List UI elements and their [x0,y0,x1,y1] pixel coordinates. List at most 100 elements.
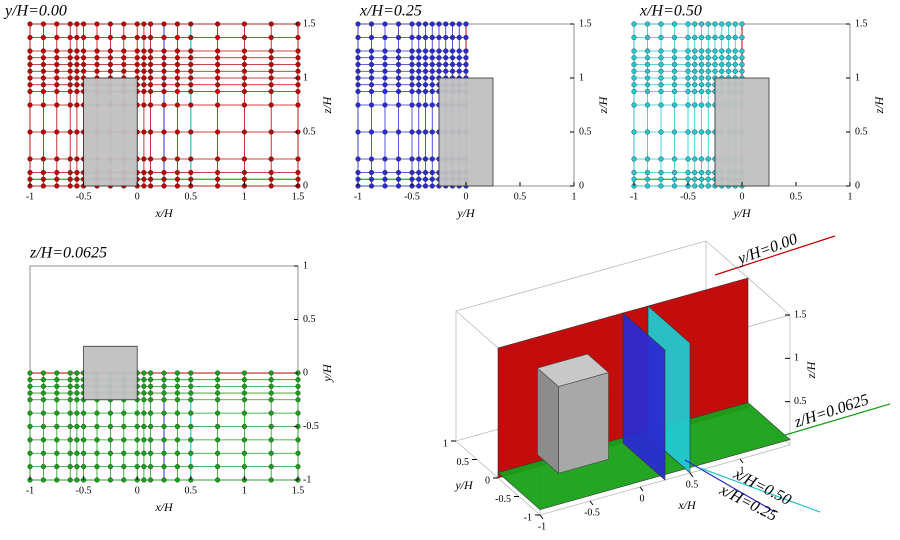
y-tick-label: -1 [303,474,311,485]
measurement-point [215,61,221,68]
measurement-point [67,370,73,376]
measurement-point [739,68,745,74]
measurement-point [416,21,422,27]
measurement-point [27,464,33,470]
measurement-point [141,450,147,456]
measurement-point [692,68,698,74]
measurement-point [658,82,664,88]
measurement-point [107,68,114,74]
measurement-point [449,48,456,54]
obstacle-block [438,77,494,187]
measurement-point [685,129,691,135]
measurement-point [94,410,100,416]
measurement-point [416,75,422,81]
measurement-point [644,156,651,162]
measurement-point [644,75,651,81]
measurement-point [705,21,711,27]
x-tick-label: 1 [740,465,745,476]
measurement-point [241,34,248,41]
x-tick-label: 0.5 [686,479,699,490]
measurement-point [161,21,167,27]
measurement-point [705,34,711,41]
x-tick [639,486,644,492]
measurement-point [67,450,73,456]
measurement-point [712,48,718,54]
measurement-point [422,75,429,81]
measurement-point [631,68,637,74]
measurement-point [54,370,60,376]
measurement-point [148,68,154,74]
measurement-point [141,55,147,61]
measurement-point [141,48,147,54]
measurement-point [658,176,664,182]
measurement-point [295,383,301,389]
measurement-point [355,169,361,176]
measurement-point [268,410,274,416]
measurement-point [27,397,33,403]
measurement-point [429,176,435,182]
measurement-point [121,34,127,41]
y-tick-label: 0.5 [303,314,316,325]
measurement-point [80,61,87,68]
measurement-point [174,437,181,443]
measurement-point [215,370,221,376]
measurement-point [94,68,100,74]
measurement-point [644,55,651,61]
measurement-point [368,68,375,74]
measurement-point [188,55,194,61]
measurement-point [67,88,73,95]
measurement-point [268,61,274,68]
x-tick-label: 0.5 [790,191,803,202]
measurement-point [161,102,167,108]
measurement-point [268,21,274,27]
y-axis-label: z/H [596,95,610,114]
y-tick-label: -0.5 [303,421,319,432]
measurement-point [148,397,154,403]
measurement-point [174,156,181,162]
measurement-point [215,48,221,54]
measurement-point [429,61,435,68]
measurement-point [644,102,651,108]
measurement-point [705,48,711,54]
measurement-point [215,68,221,74]
measurement-point [215,75,221,81]
measurement-point [671,21,678,27]
measurement-point [148,88,154,95]
measurement-point [685,68,691,74]
measurement-point [121,450,127,456]
measurement-point [382,176,388,182]
measurement-point [382,183,388,189]
measurement-point [54,102,60,108]
x-axis-label: x/H [154,500,174,514]
y-tick-label: 0 [855,180,860,191]
measurement-point [174,75,181,81]
measurement-point [148,82,154,88]
measurement-point [725,34,732,41]
measurement-point [698,61,705,68]
measurement-point [463,34,469,41]
measurement-point [94,34,100,41]
measurement-point [107,61,114,68]
measurement-point [54,88,60,95]
measurement-point [94,437,100,443]
measurement-point [705,129,711,135]
measurement-point [40,102,47,108]
measurement-point [134,437,140,443]
measurement-point [80,450,87,456]
measurement-point [40,397,47,403]
measurement-point [188,390,194,396]
measurement-point [161,55,167,61]
measurement-point [67,129,73,135]
x-tick-label: 0.5 [514,191,527,202]
measurement-point [416,169,422,176]
measurement-point [215,88,221,95]
measurement-point [40,21,47,27]
measurement-point [382,61,388,68]
measurement-point [148,423,154,430]
measurement-point [54,377,60,383]
z-tick-label: 1 [794,353,799,364]
measurement-point [658,68,664,74]
measurement-point [27,75,33,81]
measurement-point [148,129,154,135]
measurement-point [658,156,664,162]
